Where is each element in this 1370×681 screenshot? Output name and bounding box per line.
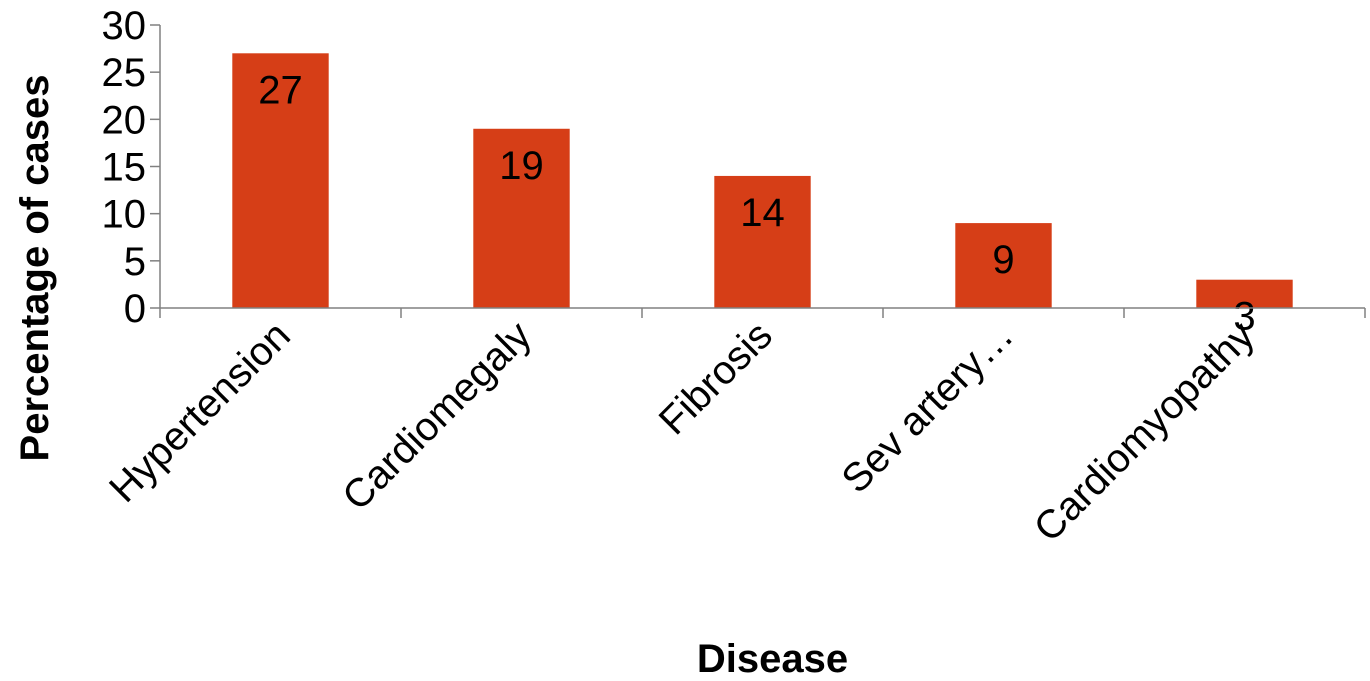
data-label: 9 (992, 238, 1014, 282)
y-tick-label: 25 (102, 51, 147, 95)
y-tick-label: 20 (102, 98, 147, 142)
x-axis-title: Disease (697, 637, 848, 681)
y-tick-label: 15 (102, 146, 147, 190)
y-tick-label: 10 (102, 193, 147, 237)
category-label: Sev artery… (834, 313, 1022, 501)
bars (232, 53, 1293, 308)
data-labels: 27 19 14 9 3 (258, 68, 1255, 338)
x-axis (159, 307, 1366, 318)
data-label: 3 (1233, 295, 1255, 339)
bar (714, 175, 811, 308)
y-axis-title: Percentage of cases (13, 75, 57, 462)
category-label: Cardiomyopathy (1026, 313, 1263, 550)
category-label: Fibrosis (651, 313, 781, 443)
category-label: Cardiomegaly (334, 313, 540, 519)
bar (232, 53, 329, 308)
data-label: 27 (258, 68, 303, 112)
category-labels: Hypertension Cardiomegaly Fibrosis Sev arte… (101, 313, 1263, 550)
data-label: 14 (740, 191, 785, 235)
bar (473, 128, 570, 308)
bar (1196, 279, 1293, 308)
y-tick-label: 30 (102, 4, 147, 48)
category-label: Hypertension (101, 313, 299, 511)
data-label: 19 (499, 144, 544, 188)
bar (955, 223, 1052, 308)
y-tick-label: 0 (124, 287, 146, 331)
y-tick-label: 5 (124, 240, 146, 284)
